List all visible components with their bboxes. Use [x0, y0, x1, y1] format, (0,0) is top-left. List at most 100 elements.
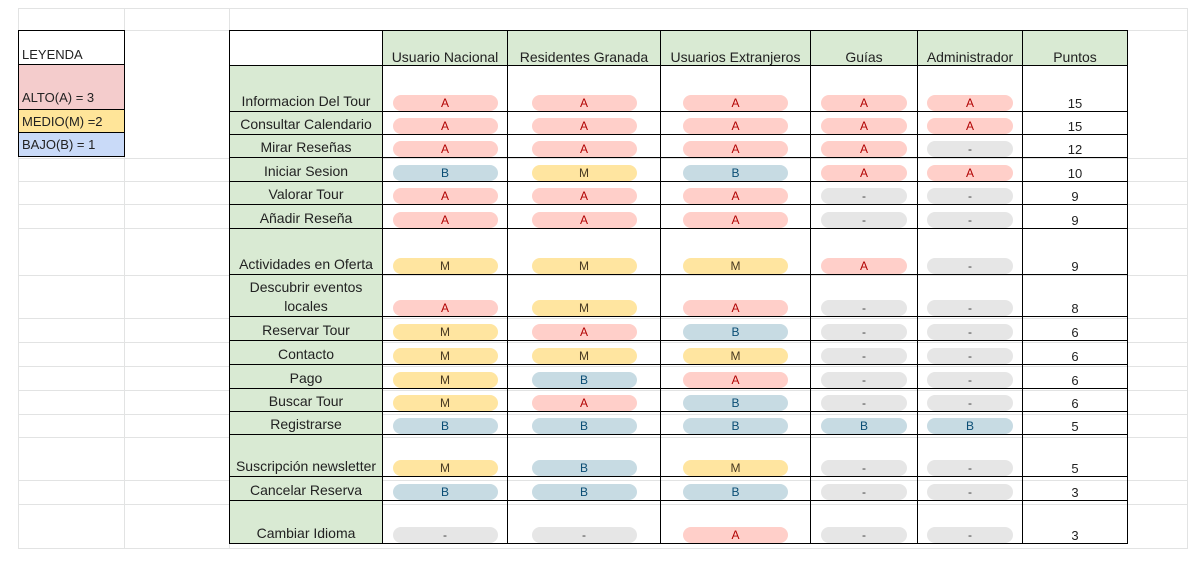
feature-cell[interactable]: Descubrir eventos locales: [229, 274, 383, 317]
header-cell[interactable]: Puntos: [1022, 30, 1128, 66]
priority-cell[interactable]: -: [810, 274, 918, 317]
priority-cell[interactable]: M: [382, 316, 508, 341]
priority-cell[interactable]: A: [382, 204, 508, 229]
points-cell[interactable]: 5: [1022, 411, 1128, 435]
points-cell[interactable]: 15: [1022, 111, 1128, 135]
priority-cell[interactable]: B: [507, 434, 661, 477]
points-cell[interactable]: 9: [1022, 204, 1128, 229]
priority-cell[interactable]: A: [660, 204, 811, 229]
priority-cell[interactable]: -: [810, 340, 918, 365]
points-cell[interactable]: 3: [1022, 476, 1128, 501]
points-cell[interactable]: 10: [1022, 157, 1128, 182]
feature-cell[interactable]: Pago: [229, 364, 383, 389]
priority-cell[interactable]: B: [917, 411, 1023, 435]
priority-cell[interactable]: -: [810, 364, 918, 389]
feature-cell[interactable]: Suscripción newsletter: [229, 434, 383, 477]
legend-title[interactable]: LEYENDA: [19, 31, 124, 65]
priority-cell[interactable]: A: [382, 181, 508, 205]
priority-cell[interactable]: A: [382, 111, 508, 135]
feature-cell[interactable]: Cancelar Reserva: [229, 476, 383, 501]
priority-cell[interactable]: M: [382, 364, 508, 389]
feature-cell[interactable]: Iniciar Sesion: [229, 157, 383, 182]
priority-cell[interactable]: B: [382, 411, 508, 435]
priority-cell[interactable]: B: [660, 476, 811, 501]
header-cell[interactable]: Guías: [810, 30, 918, 66]
priority-cell[interactable]: -: [917, 316, 1023, 341]
priority-cell[interactable]: A: [507, 65, 661, 112]
feature-cell[interactable]: Informacion Del Tour: [229, 65, 383, 112]
priority-cell[interactable]: -: [810, 434, 918, 477]
priority-cell[interactable]: -: [917, 340, 1023, 365]
priority-cell[interactable]: -: [810, 500, 918, 544]
legend-bajo[interactable]: BAJO(B) = 1: [19, 133, 124, 156]
legend-medio[interactable]: MEDIO(M) =2: [19, 110, 124, 133]
header-cell[interactable]: Usuario Nacional: [382, 30, 508, 66]
priority-cell[interactable]: -: [810, 316, 918, 341]
priority-cell[interactable]: A: [660, 500, 811, 544]
points-cell[interactable]: 15: [1022, 65, 1128, 112]
priority-cell[interactable]: A: [917, 65, 1023, 112]
priority-cell[interactable]: -: [917, 228, 1023, 275]
priority-cell[interactable]: A: [810, 111, 918, 135]
priority-cell[interactable]: A: [660, 181, 811, 205]
priority-cell[interactable]: A: [660, 274, 811, 317]
feature-cell[interactable]: Buscar Tour: [229, 388, 383, 412]
priority-cell[interactable]: B: [660, 411, 811, 435]
points-cell[interactable]: 6: [1022, 340, 1128, 365]
priority-cell[interactable]: B: [660, 157, 811, 182]
priority-cell[interactable]: A: [507, 111, 661, 135]
points-cell[interactable]: 8: [1022, 274, 1128, 317]
priority-cell[interactable]: B: [507, 364, 661, 389]
priority-cell[interactable]: A: [507, 181, 661, 205]
priority-cell[interactable]: B: [382, 476, 508, 501]
priority-cell[interactable]: B: [382, 157, 508, 182]
points-cell[interactable]: 9: [1022, 181, 1128, 205]
header-cell[interactable]: Residentes Granada: [507, 30, 661, 66]
feature-cell[interactable]: Consultar Calendario: [229, 111, 383, 135]
priority-cell[interactable]: -: [810, 476, 918, 501]
priority-cell[interactable]: A: [917, 111, 1023, 135]
priority-cell[interactable]: A: [382, 274, 508, 317]
priority-cell[interactable]: -: [917, 388, 1023, 412]
priority-cell[interactable]: -: [382, 500, 508, 544]
priority-cell[interactable]: A: [507, 204, 661, 229]
priority-cell[interactable]: A: [810, 228, 918, 275]
priority-cell[interactable]: -: [917, 181, 1023, 205]
priority-cell[interactable]: B: [507, 411, 661, 435]
priority-cell[interactable]: M: [382, 340, 508, 365]
feature-cell[interactable]: Mirar Reseñas: [229, 134, 383, 158]
points-cell[interactable]: 9: [1022, 228, 1128, 275]
priority-cell[interactable]: -: [917, 204, 1023, 229]
priority-cell[interactable]: M: [507, 157, 661, 182]
priority-cell[interactable]: M: [382, 434, 508, 477]
priority-cell[interactable]: M: [507, 274, 661, 317]
priority-cell[interactable]: -: [507, 500, 661, 544]
points-cell[interactable]: 12: [1022, 134, 1128, 158]
feature-cell[interactable]: Cambiar Idioma: [229, 500, 383, 544]
priority-cell[interactable]: M: [507, 228, 661, 275]
priority-cell[interactable]: -: [917, 434, 1023, 477]
feature-cell[interactable]: Actividades en Oferta: [229, 228, 383, 275]
priority-cell[interactable]: A: [660, 111, 811, 135]
points-cell[interactable]: 6: [1022, 364, 1128, 389]
header-cell[interactable]: Usuarios Extranjeros: [660, 30, 811, 66]
priority-cell[interactable]: A: [917, 157, 1023, 182]
points-cell[interactable]: 6: [1022, 316, 1128, 341]
points-cell[interactable]: 3: [1022, 500, 1128, 544]
priority-cell[interactable]: B: [810, 411, 918, 435]
feature-cell[interactable]: Añadir Reseña: [229, 204, 383, 229]
priority-cell[interactable]: M: [382, 388, 508, 412]
priority-cell[interactable]: B: [660, 316, 811, 341]
priority-cell[interactable]: -: [917, 476, 1023, 501]
feature-cell[interactable]: Contacto: [229, 340, 383, 365]
priority-cell[interactable]: A: [507, 134, 661, 158]
priority-cell[interactable]: -: [917, 274, 1023, 317]
priority-cell[interactable]: -: [917, 500, 1023, 544]
priority-cell[interactable]: A: [660, 364, 811, 389]
points-cell[interactable]: 6: [1022, 388, 1128, 412]
priority-cell[interactable]: A: [810, 157, 918, 182]
priority-cell[interactable]: A: [382, 134, 508, 158]
feature-cell[interactable]: Reservar Tour: [229, 316, 383, 341]
legend-alto[interactable]: ALTO(A) = 3: [19, 65, 124, 110]
priority-cell[interactable]: -: [810, 388, 918, 412]
